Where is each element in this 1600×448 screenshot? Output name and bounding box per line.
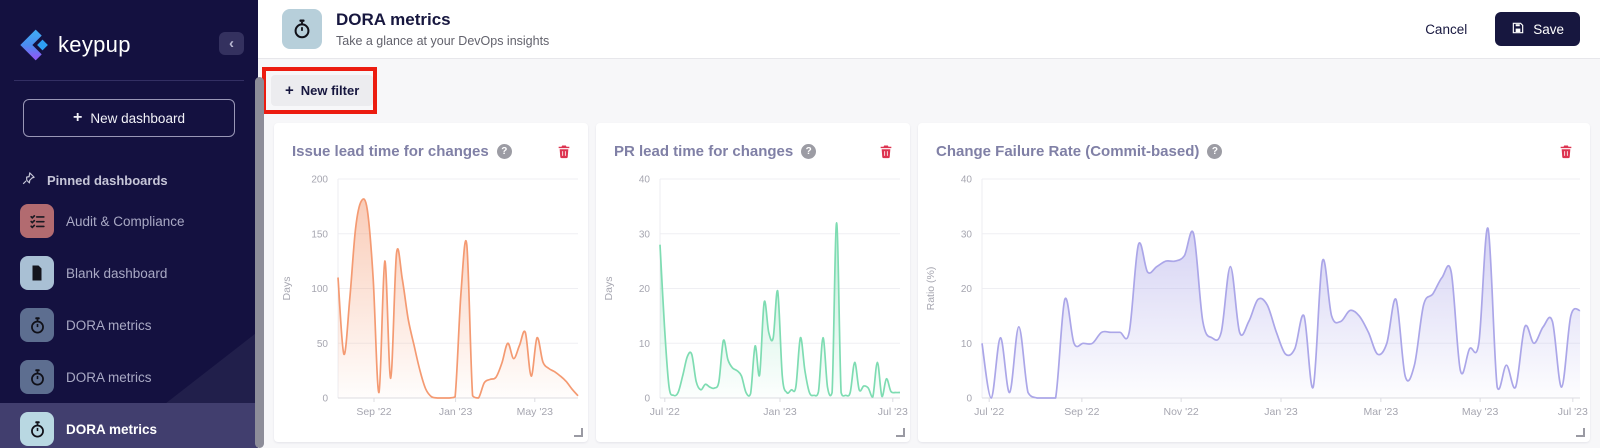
save-label: Save — [1533, 21, 1564, 37]
page-subtitle: Take a glance at your DevOps insights — [336, 34, 550, 48]
chart-card-issue-lead-time: Issue lead time for changes ? 0 50 100 150 2… — [274, 123, 588, 442]
resize-handle-icon[interactable] — [574, 428, 583, 437]
svg-text:Sep '22: Sep '22 — [1064, 406, 1099, 418]
new-filter-button[interactable]: + New filter — [271, 75, 374, 106]
new-filter-label: New filter — [300, 83, 360, 98]
card-title: Issue lead time for changes — [292, 142, 489, 160]
keypup-logo-icon — [14, 26, 52, 64]
sidebar-item-label: Blank dashboard — [66, 265, 168, 281]
new-dashboard-button[interactable]: + New dashboard — [23, 99, 235, 137]
svg-text:10: 10 — [961, 339, 973, 350]
save-button[interactable]: Save — [1495, 12, 1580, 46]
trash-icon[interactable] — [1558, 143, 1574, 160]
stopwatch-icon — [20, 412, 54, 446]
resize-handle-icon[interactable] — [896, 428, 905, 437]
vertical-scrollbar[interactable] — [255, 77, 264, 448]
checklist-icon — [20, 204, 54, 238]
svg-text:May '23: May '23 — [517, 406, 554, 418]
svg-text:May '23: May '23 — [1462, 406, 1499, 418]
svg-text:150: 150 — [311, 229, 328, 240]
sidebar-item-dora-metrics-3-selected[interactable]: DORA metrics — [0, 403, 258, 448]
pinned-dashboards-label: Pinned dashboards — [47, 172, 168, 188]
logo: keypup ‹ — [0, 0, 258, 64]
svg-text:Days: Days — [603, 277, 615, 301]
pin-icon — [21, 171, 36, 189]
page-title: DORA metrics — [336, 10, 451, 29]
plus-icon: + — [285, 82, 294, 99]
floppy-disk-icon — [1511, 21, 1525, 38]
svg-text:100: 100 — [311, 284, 328, 295]
sidebar-item-label: Audit & Compliance — [66, 213, 185, 229]
svg-text:50: 50 — [317, 339, 329, 350]
svg-text:0: 0 — [644, 394, 650, 405]
trash-icon[interactable] — [878, 143, 894, 160]
help-icon[interactable]: ? — [801, 143, 817, 159]
svg-text:Days: Days — [281, 277, 293, 301]
chart-card-pr-lead-time: PR lead time for changes ? 0 10 20 30 40 Jul … — [596, 123, 910, 442]
chart-area-change-failure-rate: 0 10 20 30 40 Jul '22 Sep '22 Nov '22 Jan '23 Mar… — [918, 167, 1590, 442]
trash-icon[interactable] — [556, 143, 572, 160]
svg-text:0: 0 — [966, 394, 972, 405]
svg-text:20: 20 — [639, 284, 651, 295]
help-icon[interactable]: ? — [1207, 143, 1223, 159]
svg-text:40: 40 — [961, 175, 973, 186]
card-title: PR lead time for changes — [614, 142, 794, 160]
plus-icon: + — [73, 109, 83, 126]
card-title: Change Failure Rate (Commit-based) — [936, 142, 1200, 160]
sidebar-item-label: DORA metrics — [66, 421, 158, 437]
svg-text:Jan '23: Jan '23 — [1264, 406, 1298, 418]
page-header: DORA metrics Take a glance at your DevOp… — [258, 0, 1600, 59]
pinned-dashboards-header: Pinned dashboards — [21, 171, 258, 189]
chart-card-change-failure-rate: Change Failure Rate (Commit-based) ? 0 10… — [918, 123, 1590, 442]
help-icon[interactable]: ? — [496, 143, 512, 159]
svg-text:Jul '23: Jul '23 — [878, 406, 908, 418]
sidebar-collapse-button[interactable]: ‹ — [219, 31, 244, 55]
sidebar-item-label: DORA metrics — [66, 369, 152, 385]
svg-text:0: 0 — [322, 394, 328, 405]
logo-text: keypup — [58, 32, 131, 57]
cancel-button[interactable]: Cancel — [1425, 21, 1468, 37]
sidebar-item-dora-metrics-2[interactable]: DORA metrics — [0, 351, 258, 403]
filter-toolbar: + New filter — [258, 59, 1600, 123]
stopwatch-icon — [282, 9, 322, 49]
svg-text:Jul '22: Jul '22 — [974, 406, 1004, 418]
dashboard-cards-row: Issue lead time for changes ? 0 50 100 150 2… — [258, 123, 1600, 442]
svg-text:Jul '22: Jul '22 — [650, 406, 680, 418]
svg-text:20: 20 — [961, 284, 973, 295]
stopwatch-icon — [20, 360, 54, 394]
sidebar-item-audit-compliance[interactable]: Audit & Compliance — [0, 195, 258, 247]
stopwatch-icon — [20, 308, 54, 342]
sidebar: keypup ‹ + New dashboard Pinned dashboar… — [0, 0, 258, 448]
svg-text:30: 30 — [639, 229, 651, 240]
sidebar-item-label: DORA metrics — [66, 317, 152, 333]
new-dashboard-label: New dashboard — [90, 110, 185, 126]
document-icon — [20, 256, 54, 290]
svg-text:Jul '23: Jul '23 — [1558, 406, 1588, 418]
svg-text:10: 10 — [639, 339, 651, 350]
sidebar-item-blank-dashboard[interactable]: Blank dashboard — [0, 247, 258, 299]
main-content: DORA metrics Take a glance at your DevOp… — [258, 0, 1600, 448]
svg-text:30: 30 — [961, 229, 973, 240]
svg-text:200: 200 — [311, 175, 328, 186]
svg-text:Jan '23: Jan '23 — [439, 406, 473, 418]
sidebar-item-dora-metrics-1[interactable]: DORA metrics — [0, 299, 258, 351]
svg-text:Jan '23: Jan '23 — [763, 406, 797, 418]
svg-text:Ratio (%): Ratio (%) — [925, 267, 937, 311]
svg-text:Nov '22: Nov '22 — [1163, 406, 1198, 418]
resize-handle-icon[interactable] — [1576, 428, 1585, 437]
chart-area-issue-lead-time: 0 50 100 150 200 Sep '22 Jan '23 May '23 Days — [274, 167, 588, 442]
chart-area-pr-lead-time: 0 10 20 30 40 Jul '22 Jan '23 Jul '23 Days — [596, 167, 910, 442]
svg-text:Sep '22: Sep '22 — [356, 406, 391, 418]
svg-text:Mar '23: Mar '23 — [1364, 406, 1399, 418]
sidebar-divider — [14, 80, 244, 81]
svg-text:40: 40 — [639, 175, 651, 186]
chevron-left-icon: ‹ — [229, 34, 234, 52]
